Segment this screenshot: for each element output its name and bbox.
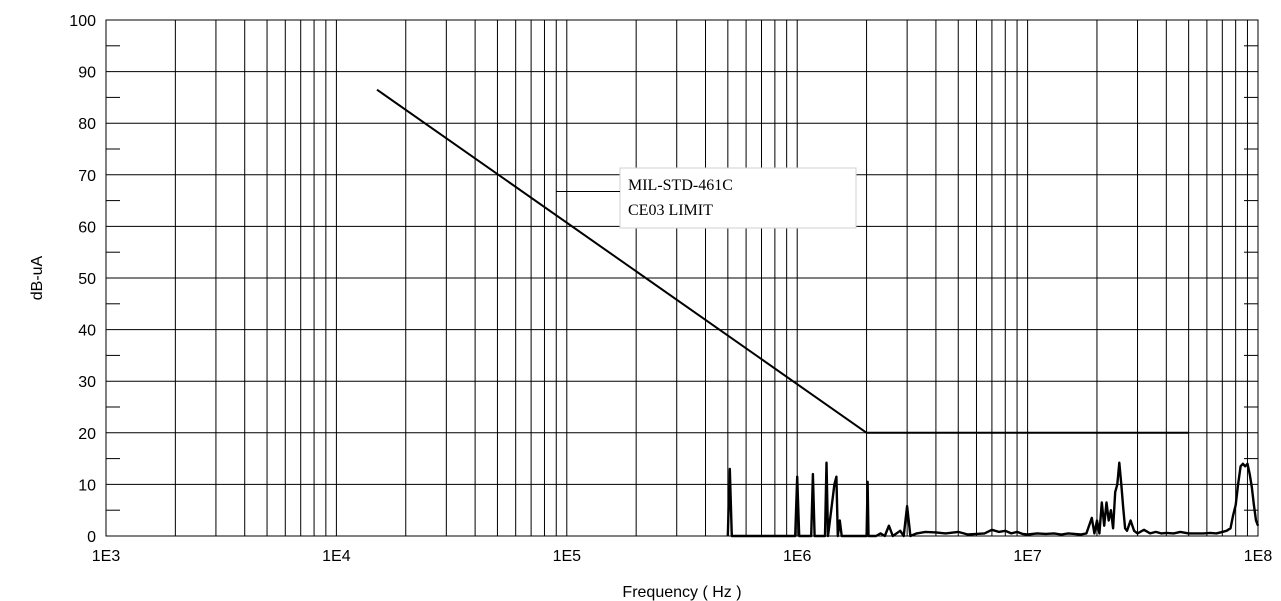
annotation-line-2: CE03 LIMIT	[628, 202, 713, 219]
y-tick-label: 100	[69, 13, 96, 30]
limit-line	[376, 88, 1189, 434]
y-tick-label: 90	[78, 65, 96, 82]
x-tick-labels: 1E3 1E4 1E5 1E6 1E7 1E8	[92, 548, 1273, 565]
x-tick-label: 1E3	[92, 548, 121, 565]
y-tick-label: 0	[87, 529, 96, 546]
y-tick-label: 30	[78, 374, 96, 391]
annotation: MIL-STD-461C CE03 LIMIT	[556, 167, 857, 229]
x-tick-label: 1E4	[322, 548, 351, 565]
grid	[105, 19, 1258, 537]
y-tick-label: 50	[78, 271, 96, 288]
annotation-line-1: MIL-STD-461C	[628, 177, 733, 194]
x-tick-label: 1E8	[1244, 548, 1273, 565]
y-tick-label: 20	[78, 426, 96, 443]
y-tick-label: 10	[78, 477, 96, 494]
y-tick-labels: 0 10 20 30 40 50 60 70 80 90 100	[69, 13, 96, 546]
annotation-box	[619, 167, 857, 229]
y-tick-label: 60	[78, 219, 96, 236]
x-tick-label: 1E5	[553, 548, 582, 565]
series	[376, 88, 1260, 538]
x-tick-label: 1E7	[1013, 548, 1042, 565]
y-tick-label: 40	[78, 323, 96, 340]
y-tick-label: 70	[78, 168, 96, 185]
plot-frame	[105, 19, 1259, 537]
y-tick-label: 80	[78, 116, 96, 133]
x-axis-label: Frequency ( Hz )	[622, 584, 741, 601]
y-axis-label: dB-uA	[29, 255, 46, 300]
y-minor-ticks	[106, 45, 1258, 511]
x-tick-label: 1E6	[783, 548, 812, 565]
measurement-trace	[726, 461, 1260, 538]
